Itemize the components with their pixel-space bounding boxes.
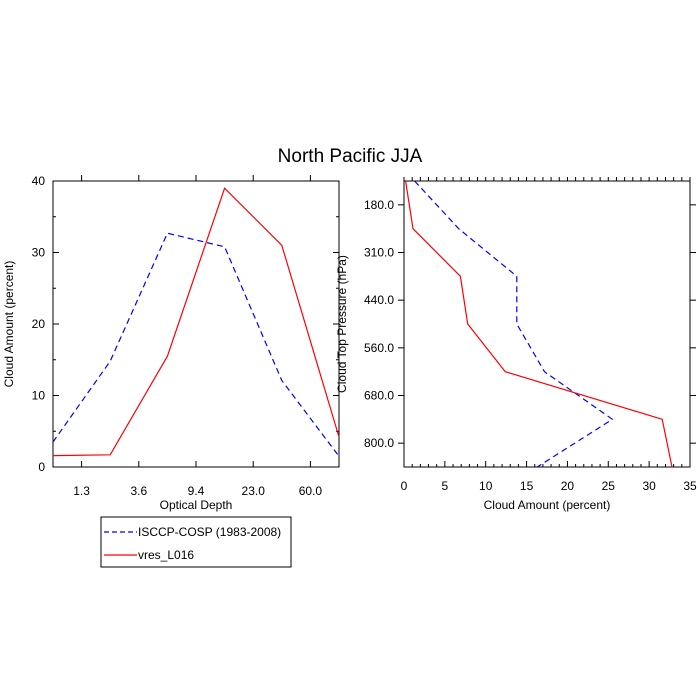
legend: ISCCP-COSP (1983-2008) vres_L016 bbox=[100, 516, 292, 568]
right-series-model-line bbox=[405, 180, 673, 468]
right-x-tick-label: 25 bbox=[602, 479, 616, 493]
chart-title: North Pacific JJA bbox=[278, 146, 423, 167]
left-y-axis-label: Cloud Amount (percent) bbox=[2, 261, 16, 388]
right-y-tick-label: 680.0 bbox=[364, 389, 394, 403]
left-x-tick-label: 60.0 bbox=[299, 484, 323, 498]
left-y-tick-label: 0 bbox=[38, 460, 45, 474]
right-y-tick-label: 180.0 bbox=[364, 198, 394, 212]
legend-box bbox=[100, 516, 292, 568]
left-series-obs-line bbox=[52, 232, 340, 457]
right-y-tick-label: 310.0 bbox=[364, 246, 394, 260]
left-x-axis-label: Optical Depth bbox=[160, 498, 233, 512]
right-x-tick-label: 15 bbox=[520, 479, 534, 493]
right-x-axis-label: Cloud Amount (percent) bbox=[484, 498, 611, 512]
left-x-tick-label: 1.3 bbox=[73, 484, 90, 498]
left-y-tick-label: 40 bbox=[32, 174, 46, 188]
left-series-model-line bbox=[52, 187, 340, 457]
right-y-tick-label: 440.0 bbox=[364, 293, 394, 307]
left-x-tick-label: 3.6 bbox=[130, 484, 147, 498]
left-x-tick-label: 23.0 bbox=[242, 484, 266, 498]
right-x-tick-label: 5 bbox=[442, 479, 449, 493]
left-x-tick-label: 9.4 bbox=[188, 484, 205, 498]
right-x-tick-label: 20 bbox=[561, 479, 575, 493]
right-panel: 0 5 10 15 20 25 30 35 180.0 310.0 440.0 560.0 680.0 8… bbox=[335, 177, 697, 512]
right-plot-frame bbox=[403, 180, 691, 468]
left-ticks: 0 10 20 30 40 1.3 3.6 9.4 23.0 60.0 bbox=[32, 174, 339, 498]
left-series-group bbox=[52, 187, 340, 457]
legend-model-label: vres_L016 bbox=[138, 548, 194, 562]
right-y-axis-label: Cloud Top Pressure (hPa) bbox=[335, 255, 349, 393]
left-y-tick-label: 20 bbox=[32, 317, 46, 331]
left-y-tick-label: 30 bbox=[32, 246, 46, 260]
left-panel: 0 10 20 30 40 1.3 3.6 9.4 23.0 60.0 Optical Depth… bbox=[2, 174, 340, 512]
right-y-tick-label: 800.0 bbox=[364, 436, 394, 450]
right-series-group bbox=[405, 180, 673, 468]
right-y-tick-label: 560.0 bbox=[364, 341, 394, 355]
right-x-tick-label: 35 bbox=[683, 479, 697, 493]
legend-obs-label: ISCCP-COSP (1983-2008) bbox=[138, 525, 281, 539]
right-x-tick-label: 0 bbox=[401, 479, 408, 493]
right-x-tick-label: 30 bbox=[642, 479, 656, 493]
right-ticks: 0 5 10 15 20 25 30 35 180.0 310.0 440.0 560.0 680.0 8… bbox=[364, 177, 697, 493]
right-x-tick-label: 10 bbox=[479, 479, 493, 493]
left-plot-frame bbox=[52, 180, 340, 468]
right-series-obs-line bbox=[414, 180, 614, 468]
left-y-tick-label: 10 bbox=[32, 389, 46, 403]
